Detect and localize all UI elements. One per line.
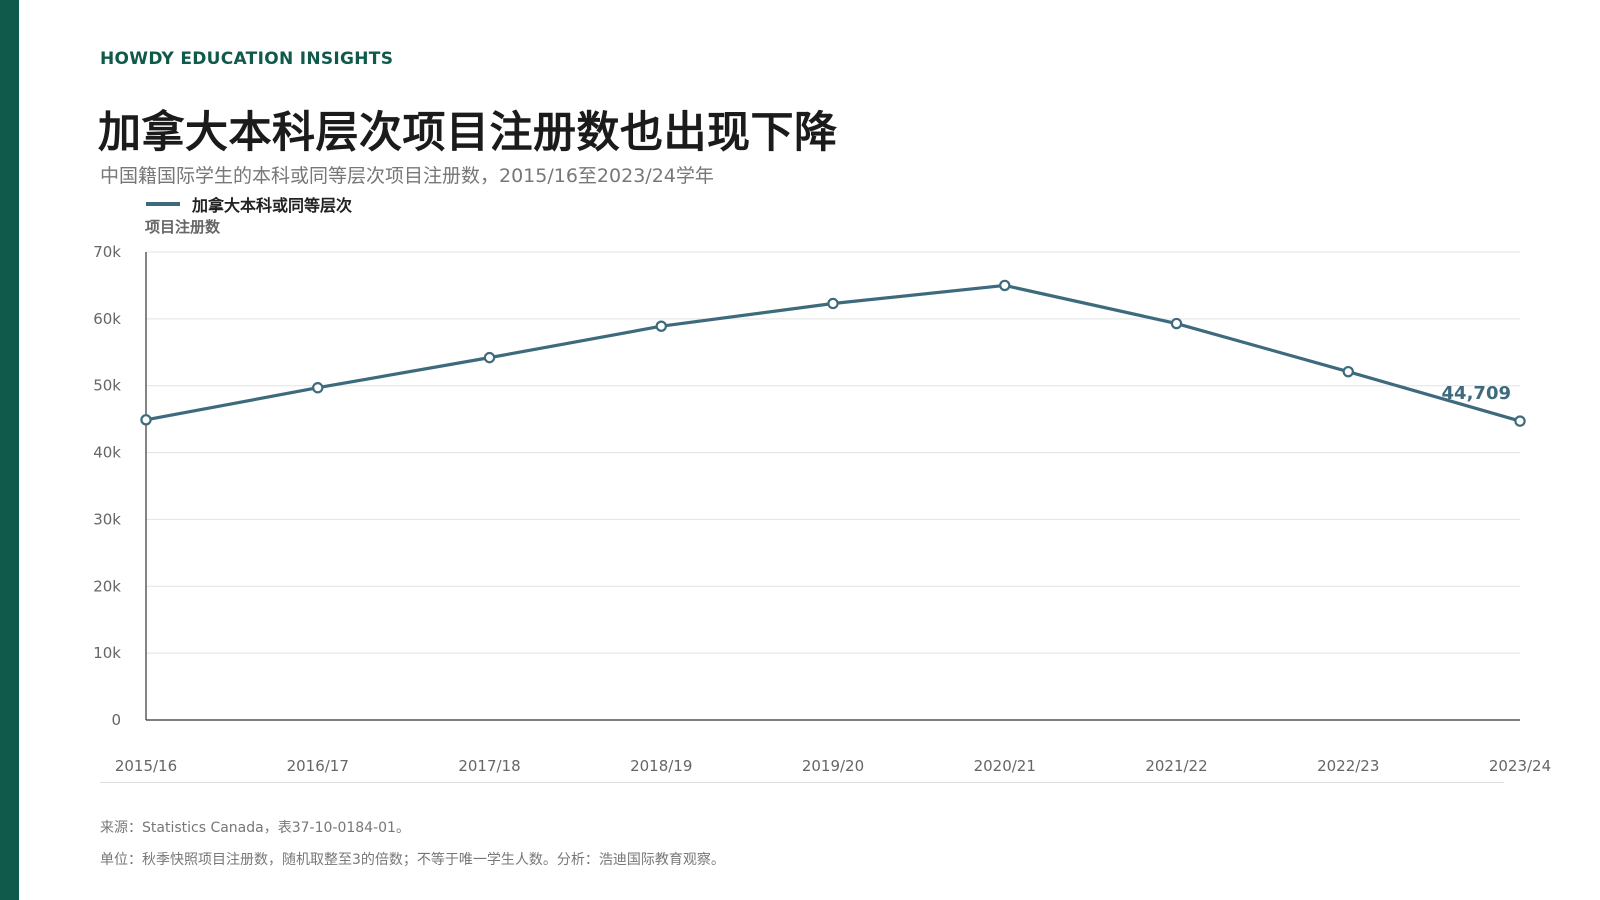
footer-divider	[100, 782, 1504, 783]
y-tick-label: 60k	[93, 310, 121, 328]
x-tick-label: 2020/21	[974, 757, 1036, 775]
y-tick-label: 0	[111, 711, 121, 729]
y-tick-label: 50k	[93, 377, 121, 395]
data-point	[312, 382, 324, 394]
data-point	[655, 320, 667, 332]
data-point	[1342, 365, 1354, 378]
legend-label: 加拿大本科或同等层次	[192, 196, 353, 215]
data-point	[999, 279, 1011, 292]
data-point	[827, 297, 839, 310]
source-note: 来源：Statistics Canada，表37-10-0184-01。	[100, 820, 410, 836]
y-tick-label: 70k	[93, 243, 121, 261]
x-tick-label: 2021/22	[1145, 757, 1207, 775]
data-point	[140, 414, 152, 426]
unit-note: 单位：秋季快照项目注册数，随机取整至3的倍数；不等于唯一学生人数。分析：浩迪国际…	[100, 852, 725, 868]
data-point	[1170, 317, 1183, 330]
chart-subtitle: 中国籍国际学生的本科或同等层次项目注册数，2015/16至2023/24学年	[100, 165, 714, 187]
data-label: 44,709	[1442, 383, 1511, 404]
data-point	[483, 351, 496, 364]
chart-title: 加拿大本科层次项目注册数也出现下降	[98, 108, 838, 158]
data-point	[1514, 415, 1526, 427]
x-tick-label: 2022/23	[1317, 757, 1379, 775]
x-tick-label: 2017/18	[458, 757, 520, 775]
x-tick-label: 2015/16	[115, 757, 177, 775]
y-tick-label: 20k	[93, 577, 121, 595]
x-tick-label: 2016/17	[287, 757, 349, 775]
accent-bar	[0, 0, 19, 900]
x-tick-label: 2023/24	[1489, 757, 1551, 775]
x-tick-label: 2019/20	[802, 757, 864, 775]
y-tick-label: 10k	[93, 644, 121, 662]
chart-legend: 加拿大本科或同等层次	[146, 192, 352, 216]
x-tick-label: 2018/19	[630, 757, 692, 775]
y-tick-label: 40k	[93, 444, 121, 462]
y-tick-label: 30k	[93, 510, 121, 528]
brand-label: HOWDY EDUCATION INSIGHTS	[100, 49, 394, 69]
y-axis-label: 项目注册数	[145, 218, 221, 236]
legend-swatch	[146, 202, 180, 206]
